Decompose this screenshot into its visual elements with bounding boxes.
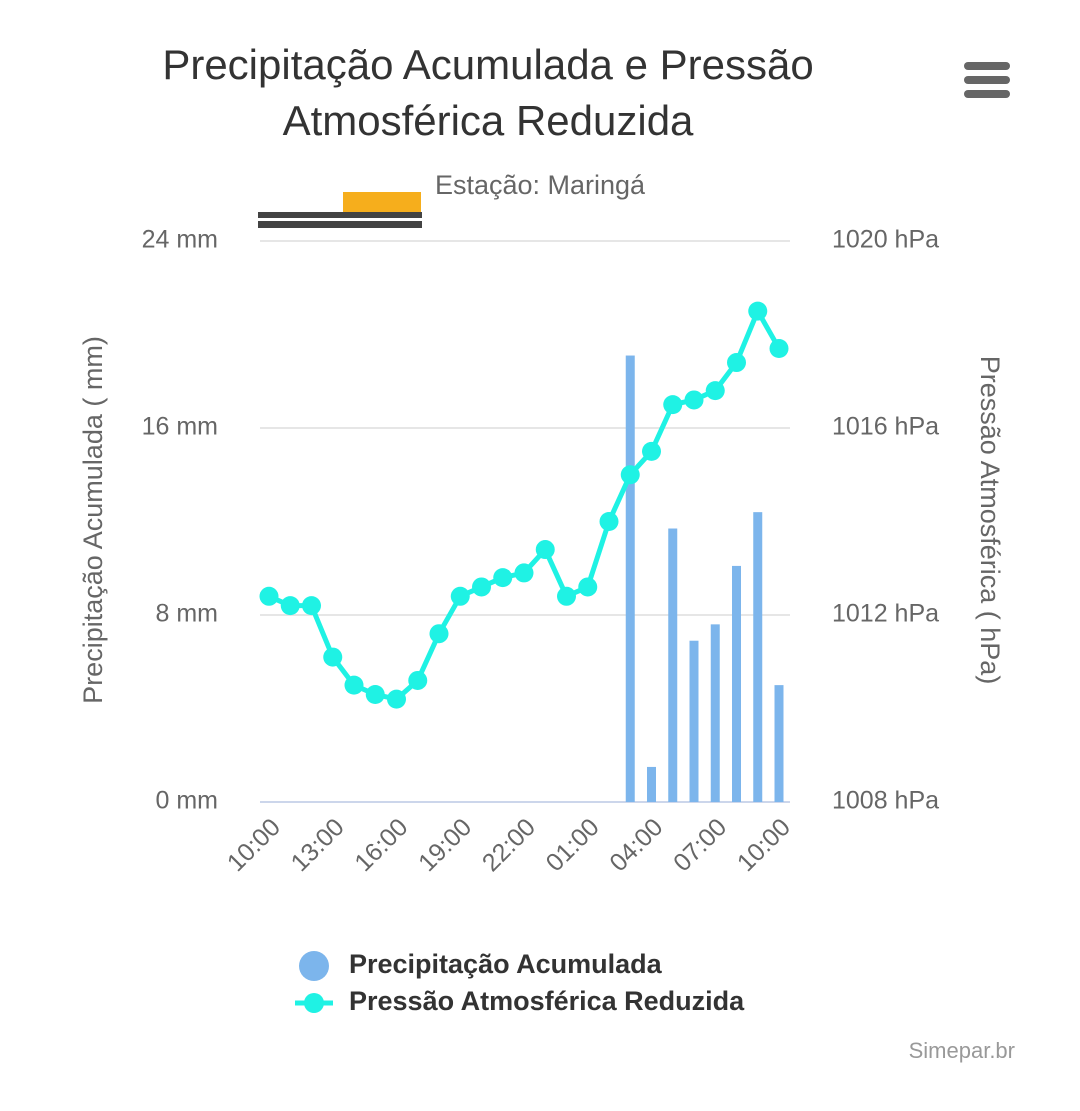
line: [267, 308, 782, 702]
y2-tick-label: 1012 hPa: [832, 600, 939, 628]
legend-symbol: [299, 951, 329, 981]
menu-bar[interactable]: [964, 62, 1010, 70]
y-axis-title: Precipitação Acumulada ( mm): [78, 336, 108, 704]
bar: [732, 565, 741, 802]
point: [280, 596, 300, 616]
y2-tick-label: 1020 hPa: [832, 226, 939, 254]
x-tick-label: 01:00: [541, 813, 605, 877]
point: [705, 381, 725, 401]
menu-bar[interactable]: [964, 90, 1010, 98]
bar: [774, 685, 784, 802]
x-tick-label: 10:00: [222, 813, 286, 877]
y-tick-label: 24 mm: [142, 226, 218, 254]
y-tick-label: 16 mm: [142, 413, 218, 441]
point: [450, 586, 470, 606]
bar: [689, 640, 699, 802]
point: [408, 670, 428, 690]
chart-title: Precipitação Acumulada e Pressão: [162, 41, 813, 88]
credit: Simepar.br: [909, 1038, 1015, 1063]
legend-label: Pressão Atmosférica Reduzida: [349, 986, 745, 1016]
menu-button[interactable]: [964, 62, 1010, 98]
chart-subtitle: Estação: Maringá: [435, 170, 646, 200]
y-tick-label: 0 mm: [156, 787, 219, 815]
logo: [258, 192, 422, 228]
point: [748, 301, 768, 321]
y2-axis-title: Pressão Atmosférica ( hPa): [975, 356, 1005, 685]
point: [663, 395, 683, 415]
point: [472, 577, 491, 597]
menu-bar[interactable]: [964, 76, 1010, 84]
bar: [625, 355, 635, 802]
x-tick-label: 13:00: [286, 813, 350, 877]
x-tick-label: 10:00: [732, 813, 796, 877]
point: [429, 624, 449, 644]
legend-label: Precipitação Acumulada: [349, 949, 663, 979]
point: [344, 675, 364, 695]
point: [557, 586, 576, 606]
x-tick-label: 22:00: [477, 813, 541, 877]
point: [727, 353, 746, 373]
point: [620, 465, 640, 485]
point: [323, 647, 343, 667]
x-tick-label: 04:00: [604, 813, 668, 877]
logo-block: [343, 192, 421, 212]
x-tick-label: 16:00: [349, 813, 413, 877]
x-tick-label: 07:00: [668, 813, 732, 877]
point: [302, 596, 321, 616]
point: [514, 563, 534, 583]
point: [684, 390, 704, 410]
chart-title: Atmosférica Reduzida: [283, 97, 694, 144]
point: [259, 586, 279, 606]
bar: [753, 512, 763, 802]
y2-tick-label: 1016 hPa: [832, 413, 939, 441]
point: [387, 689, 406, 709]
y-tick-label: 8 mm: [156, 600, 219, 628]
point: [769, 339, 789, 359]
bar: [647, 766, 656, 802]
bar: [668, 528, 678, 802]
point: [535, 540, 555, 560]
logo-stripe: [258, 218, 422, 221]
point: [365, 684, 385, 704]
point: [493, 568, 513, 588]
point: [578, 577, 598, 597]
legend-symbol: [304, 993, 324, 1013]
bar: [710, 624, 720, 802]
point: [599, 512, 619, 531]
y2-tick-label: 1008 hPa: [832, 787, 939, 815]
x-tick-label: 19:00: [413, 813, 477, 877]
point: [642, 441, 661, 461]
